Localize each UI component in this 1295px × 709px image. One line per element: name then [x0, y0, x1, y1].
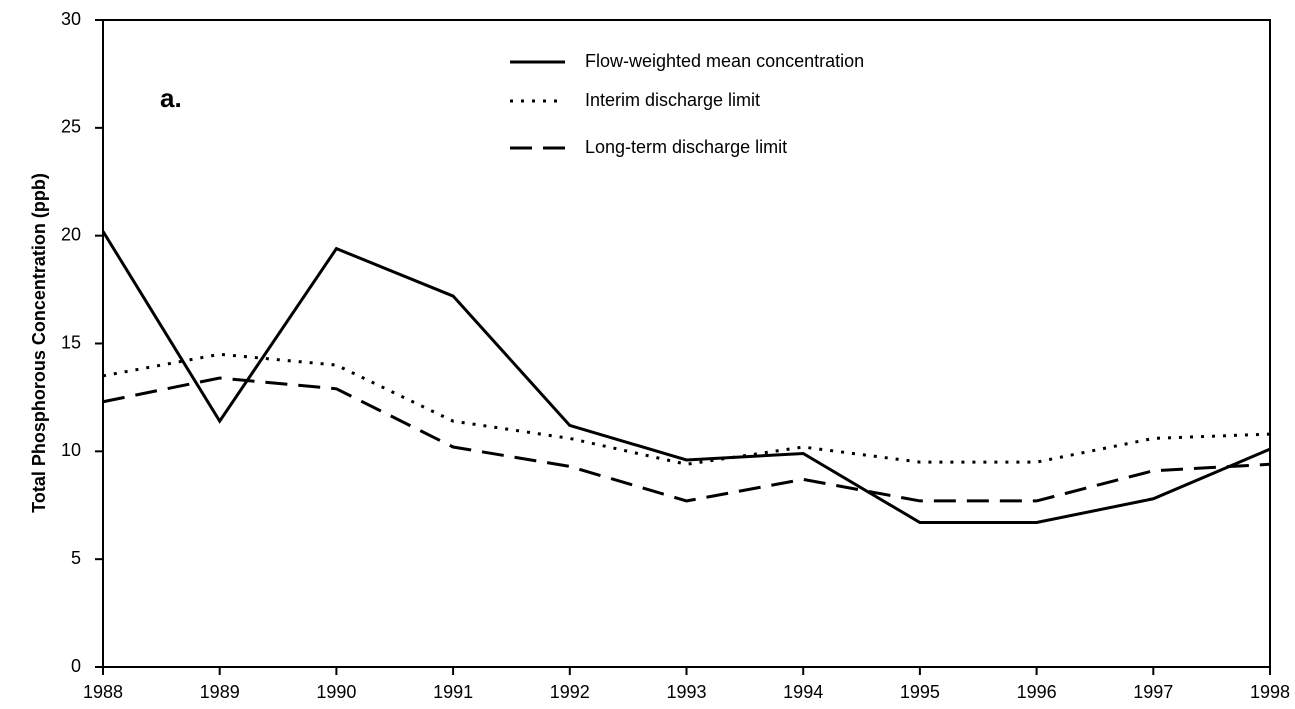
- series-line: [101, 230, 1271, 525]
- legend-label: Flow-weighted mean concentration: [585, 51, 864, 71]
- y-tick-label: 0: [71, 656, 81, 676]
- x-tick-label: 1993: [666, 682, 706, 702]
- plot-frame: [102, 19, 1271, 668]
- legend-label: Long-term discharge limit: [585, 137, 787, 157]
- x-tick-label: 1997: [1133, 682, 1173, 702]
- y-axis-title: Total Phosphorous Concentration (ppb): [29, 173, 49, 513]
- x-tick-label: 1995: [900, 682, 940, 702]
- annotation: a.: [160, 83, 182, 113]
- series-line: [102, 376, 1271, 503]
- x-tick-label: 1990: [316, 682, 356, 702]
- x-tick-label: 1989: [200, 682, 240, 702]
- x-tick-label: 1996: [1017, 682, 1057, 702]
- x-tick-label: 1998: [1250, 682, 1290, 702]
- series-line: [102, 352, 1271, 466]
- x-tick-label: 1988: [83, 682, 123, 702]
- x-tick-label: 1992: [550, 682, 590, 702]
- y-tick-label: 5: [71, 548, 81, 568]
- x-tick-label: 1994: [783, 682, 823, 702]
- y-tick-label: 15: [61, 332, 81, 352]
- legend-label: Interim discharge limit: [585, 90, 760, 110]
- y-tick-label: 10: [61, 440, 81, 460]
- y-tick-label: 25: [61, 117, 81, 137]
- x-tick-label: 1991: [433, 682, 473, 702]
- y-tick-label: 30: [61, 9, 81, 29]
- y-tick-label: 20: [61, 224, 81, 244]
